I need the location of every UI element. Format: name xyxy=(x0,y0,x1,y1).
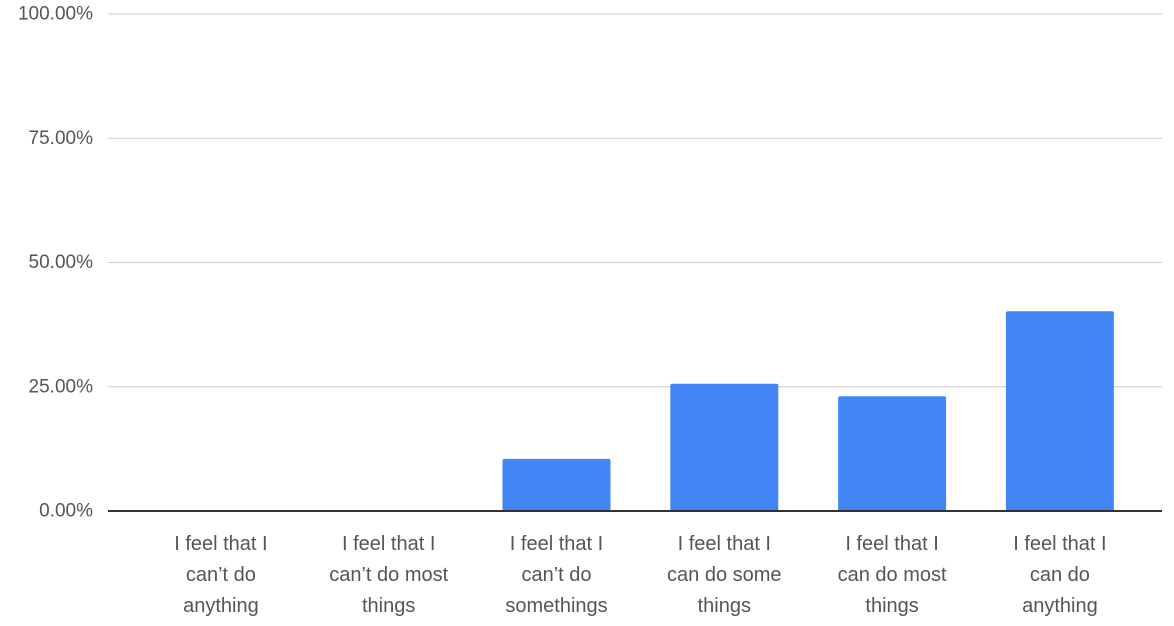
x-tick-label: I feel that I can’t do somethings xyxy=(505,533,607,617)
x-tick-label: I feel that I can’t do most things xyxy=(329,533,448,617)
x-tick-label-line: anything xyxy=(1022,595,1098,617)
x-tick-label-line: things xyxy=(865,595,918,617)
x-tick-label-line: somethings xyxy=(505,595,607,617)
x-tick-label-line: can do some xyxy=(667,564,782,586)
x-tick-label-line: can’t do most xyxy=(329,564,448,586)
y-tick-label: 50.00% xyxy=(29,252,94,273)
bar xyxy=(670,383,779,511)
bar xyxy=(838,396,947,511)
y-tick-label: 100.00% xyxy=(18,4,93,25)
x-tick-label-line: can do most xyxy=(838,564,947,586)
x-tick-label-line: can do xyxy=(1030,564,1090,586)
x-tick-label-line: I feel that I xyxy=(845,533,938,555)
x-tick-label-line: can’t do xyxy=(186,564,256,586)
x-tick-label-line: can’t do xyxy=(521,564,591,586)
x-tick-label: I feel that I can’t do anything xyxy=(174,533,267,617)
x-tick-label-line: I feel that I xyxy=(174,533,267,555)
x-tick-label: I feel that I can do some things xyxy=(667,533,782,617)
x-tick-label-line: anything xyxy=(183,595,259,617)
x-tick-label-line: I feel that I xyxy=(678,533,771,555)
bars xyxy=(502,311,1114,511)
x-tick-label-line: things xyxy=(698,595,751,617)
x-tick-label-line: I feel that I xyxy=(510,533,603,555)
y-tick-label: 0.00% xyxy=(39,501,93,522)
y-tick-label: 75.00% xyxy=(29,128,94,149)
x-tick-label: I feel that I can do most things xyxy=(838,533,947,617)
gridlines xyxy=(108,13,1162,388)
x-tick-label-line: things xyxy=(362,595,415,617)
bar xyxy=(502,458,611,511)
x-tick-label-line: I feel that I xyxy=(342,533,435,555)
x-tick-label-line: I feel that I xyxy=(1013,533,1106,555)
x-tick-label: I feel that I can do anything xyxy=(1013,533,1106,617)
y-axis-ticks: 0.00% 25.00% 50.00% 75.00% 100.00% xyxy=(18,4,93,522)
bar xyxy=(1005,311,1114,511)
y-tick-label: 25.00% xyxy=(29,376,94,397)
